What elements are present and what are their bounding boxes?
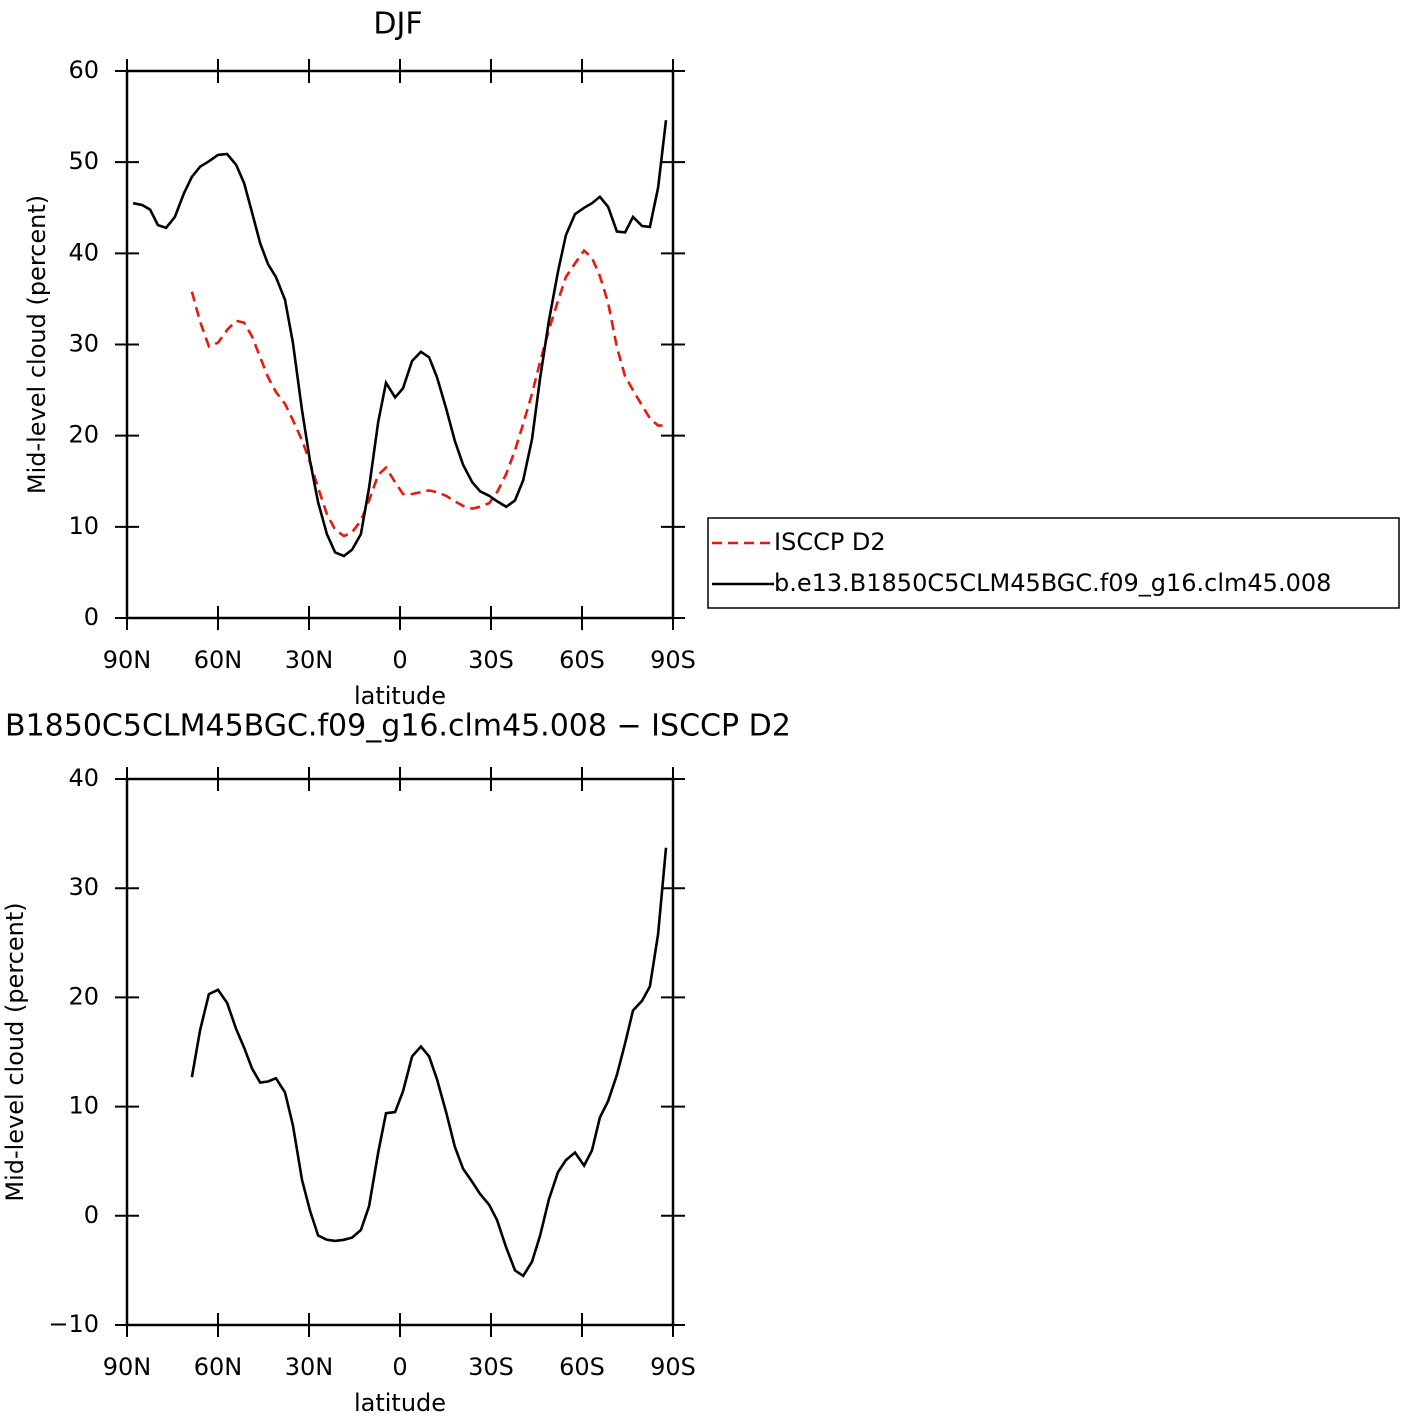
x-tick-label: 0 <box>392 1353 407 1381</box>
x-tick-label: 60N <box>194 646 243 674</box>
x-tick-label: 60S <box>559 1353 605 1381</box>
y-tick-label: −10 <box>48 1310 99 1338</box>
y-tick-label: 10 <box>68 1092 99 1120</box>
y-tick-label: 10 <box>68 512 99 540</box>
y-axis-label: Mid-level cloud (percent) <box>23 195 51 494</box>
y-tick-label: 40 <box>68 764 99 792</box>
x-tick-label: 0 <box>392 646 407 674</box>
legend-label: b.e13.B1850C5CLM45BGC.f09_g16.clm45.008 <box>774 569 1331 597</box>
x-tick-label: 30S <box>468 1353 514 1381</box>
y-tick-label: 0 <box>84 1201 99 1229</box>
x-axis-label: latitude <box>354 1389 446 1417</box>
x-tick-label: 30N <box>285 1353 334 1381</box>
legend-label: ISCCP D2 <box>774 528 886 556</box>
x-tick-label: 60S <box>559 646 605 674</box>
y-tick-label: 50 <box>68 147 99 175</box>
y-tick-label: 30 <box>68 330 99 358</box>
y-tick-label: 30 <box>68 873 99 901</box>
x-tick-label: 90N <box>103 646 152 674</box>
y-axis-label: Mid-level cloud (percent) <box>1 902 29 1201</box>
chart-title: DJF <box>373 7 422 42</box>
x-tick-label: 90N <box>103 1353 152 1381</box>
legend-box <box>707 517 1400 609</box>
data-line <box>190 248 666 538</box>
x-tick-label: 90S <box>650 1353 696 1381</box>
y-tick-label: 20 <box>68 982 99 1010</box>
y-tick-label: 60 <box>68 56 99 84</box>
y-tick-label: 20 <box>68 421 99 449</box>
data-line <box>132 120 668 558</box>
y-tick-label: 0 <box>84 603 99 631</box>
y-tick-label: 40 <box>68 238 99 266</box>
plot-frame <box>125 777 675 1327</box>
plot-frame <box>125 69 675 620</box>
data-line <box>190 847 668 1278</box>
x-tick-label: 60N <box>194 1353 243 1381</box>
x-tick-label: 90S <box>650 646 696 674</box>
chart-title: B1850C5CLM45BGC.f09_g16.clm45.008 − ISCC… <box>5 709 791 744</box>
x-tick-label: 30S <box>468 646 514 674</box>
x-axis-label: latitude <box>354 682 446 710</box>
x-tick-label: 30N <box>285 646 334 674</box>
